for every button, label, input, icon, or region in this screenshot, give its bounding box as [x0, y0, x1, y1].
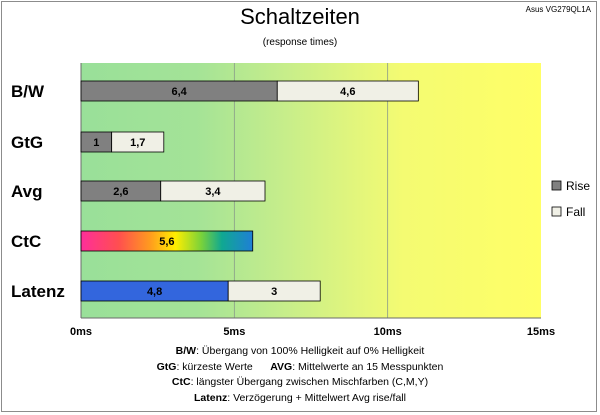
monitor-model-label: Asus VG279QL1A: [525, 5, 591, 14]
bar-rise-label: 4,8: [147, 286, 162, 298]
note-bw: B/W: Übergang von 100% Helligkeit auf 0%…: [175, 345, 425, 357]
bar-fall-label: 3,4: [205, 186, 221, 198]
note-gtg-avg: GtG: kürzeste Werte AVG: Mittelwerte an …: [156, 360, 444, 373]
bar-rise-label: 2,6: [113, 186, 128, 198]
x-tick-label: 5ms: [223, 326, 245, 338]
category-label: Avg: [11, 182, 43, 201]
note-latenz: Latenz: Verzögerung + Mittelwert Avg ris…: [194, 391, 406, 404]
legend-label: Fall: [566, 205, 585, 219]
x-tick-label: 15ms: [527, 326, 555, 338]
bar-rise: [80, 230, 254, 252]
notes: B/W: Übergang von 100% Helligkeit auf 0%…: [0, 344, 600, 406]
legend-swatch: [551, 206, 562, 217]
bar-fall: [227, 280, 321, 302]
x-tick-label: 0ms: [70, 326, 92, 338]
category-label: Latenz: [11, 282, 65, 301]
bar-fall-label: 3: [271, 286, 277, 298]
bar-rise-label: 1: [93, 137, 99, 149]
legend-swatch: [551, 180, 562, 191]
category-label: B/W: [11, 82, 45, 101]
category-label: GtG: [11, 133, 43, 152]
chart-subtitle: (response times): [262, 37, 338, 48]
bar-fall: [160, 180, 266, 202]
bar-fall-label: 1,7: [130, 137, 145, 149]
bar-fall: [111, 131, 165, 153]
bar-fall: [276, 80, 419, 102]
x-tick-label: 10ms: [374, 326, 402, 338]
bar-fall-label: 4,6: [340, 86, 355, 98]
note-ctc: CtC: längster Übergang zwischen Mischfar…: [171, 376, 429, 388]
legend-label: Rise: [566, 179, 590, 193]
bar-rise-label: 6,4: [171, 86, 187, 98]
chart-title: Schaltzeiten: [240, 4, 360, 29]
category-label: CtC: [11, 232, 41, 251]
bars: 6,4 4,6 1 1,7 2,6 3,4 5,6 4,8 3: [80, 80, 419, 302]
legend: Rise Fall: [551, 179, 590, 219]
bar-rise-label: 5,6: [159, 236, 174, 248]
